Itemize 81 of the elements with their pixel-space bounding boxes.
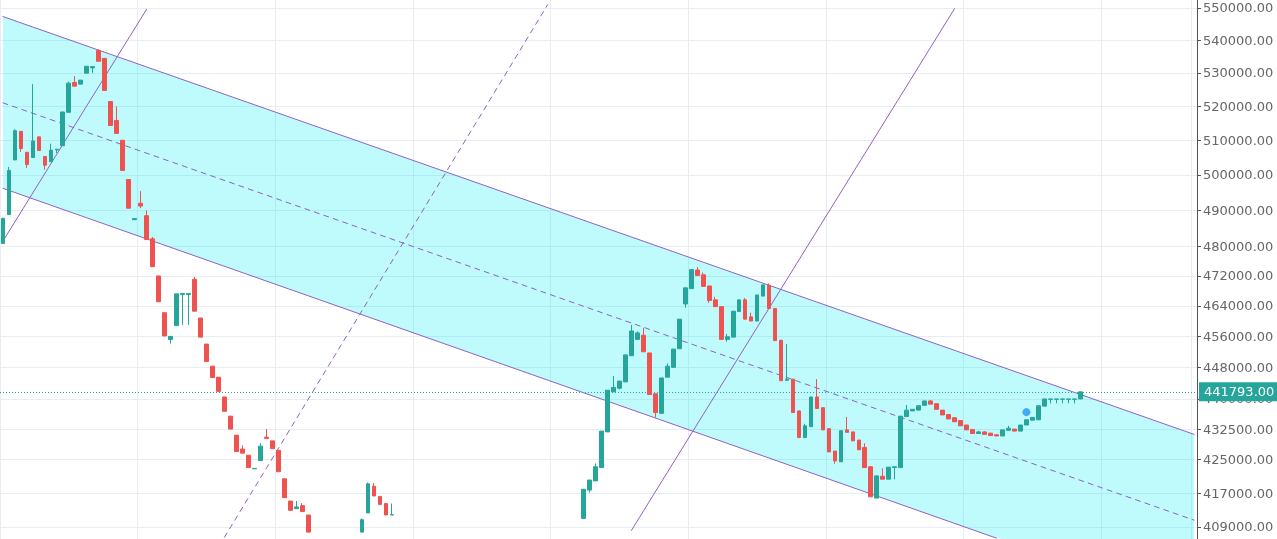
candlestick <box>300 502 305 513</box>
y-tick-label: 480000.00 <box>1203 238 1274 254</box>
candlestick <box>162 312 167 337</box>
candlestick <box>43 155 47 171</box>
y-tick-label: 456000.00 <box>1203 328 1274 344</box>
candlestick <box>360 517 364 533</box>
candlestick <box>270 440 275 450</box>
candlestick <box>138 190 143 209</box>
candlestick <box>779 339 783 382</box>
candlestick <box>821 407 825 431</box>
candlestick <box>132 217 137 221</box>
candlestick <box>72 75 77 87</box>
candlestick <box>839 430 843 463</box>
candlestick <box>1012 428 1017 432</box>
candlestick <box>773 308 777 342</box>
candlestick <box>845 416 849 433</box>
candlestick <box>833 450 837 465</box>
candlestick <box>641 327 646 353</box>
candlestick <box>78 79 83 85</box>
candlestick <box>31 83 35 159</box>
y-tick-label: 425000.00 <box>1203 452 1274 468</box>
candlestick <box>809 396 813 428</box>
ref-line-label: 441793.00 <box>1204 384 1275 400</box>
candlestick <box>294 500 299 510</box>
candlestick <box>276 449 281 473</box>
candlestick <box>7 166 11 216</box>
candlestick <box>755 294 759 322</box>
candlestick <box>749 312 753 322</box>
candlestick <box>156 275 161 303</box>
y-tick-label: 448000.00 <box>1203 359 1274 375</box>
candlestick <box>767 282 771 310</box>
y-tick-label: 520000.00 <box>1203 98 1274 114</box>
y-tick-label: 530000.00 <box>1203 65 1274 81</box>
candlestick <box>204 343 209 363</box>
candlestick <box>288 500 293 511</box>
candlestick <box>827 427 831 453</box>
candlestick <box>797 410 801 439</box>
candlestick <box>282 478 287 499</box>
candlestick <box>874 475 879 499</box>
candlestick <box>55 148 59 154</box>
candlestick <box>384 503 388 516</box>
candlestick <box>791 378 795 414</box>
candlestick <box>366 482 370 514</box>
candlestick <box>1 217 5 245</box>
y-tick-label: 417000.00 <box>1203 485 1274 501</box>
candlestick <box>743 297 747 320</box>
candlestick <box>785 343 789 381</box>
candlestick <box>264 428 269 439</box>
candlestick <box>372 482 376 497</box>
y-tick-label: 510000.00 <box>1203 132 1274 148</box>
candlestick <box>37 136 41 152</box>
y-tick-label: 472000.00 <box>1203 268 1274 284</box>
y-tick-label: 500000.00 <box>1203 167 1274 183</box>
candlestick <box>168 335 173 345</box>
candlestick <box>761 284 765 297</box>
candlestick <box>13 128 17 161</box>
candlestick <box>120 139 125 171</box>
candlestick <box>803 423 807 439</box>
y-tick-label: 409000.00 <box>1203 519 1274 535</box>
candlestick <box>851 431 855 442</box>
candlestick <box>880 467 885 480</box>
candlestick <box>192 276 197 312</box>
candlestick <box>976 430 981 435</box>
candlestick <box>198 317 203 338</box>
y-tick-label: 464000.00 <box>1203 298 1274 314</box>
candlestick <box>19 130 23 153</box>
candlestick <box>228 415 233 430</box>
candlestick <box>815 378 819 410</box>
candlestick <box>306 514 311 533</box>
candlestick <box>126 179 131 209</box>
candlestick <box>25 151 29 169</box>
candlestick <box>378 495 382 506</box>
y-tick-label: 540000.00 <box>1203 32 1274 48</box>
candlestick <box>246 454 251 469</box>
y-tick-label: 490000.00 <box>1203 202 1274 218</box>
candlestick <box>258 442 263 462</box>
candlestick <box>222 396 227 412</box>
candlestick <box>49 143 53 163</box>
candlestick <box>390 503 394 516</box>
y-tick-label: 550000.00 <box>1203 0 1274 16</box>
y-tick-label: 432500.00 <box>1203 421 1274 437</box>
